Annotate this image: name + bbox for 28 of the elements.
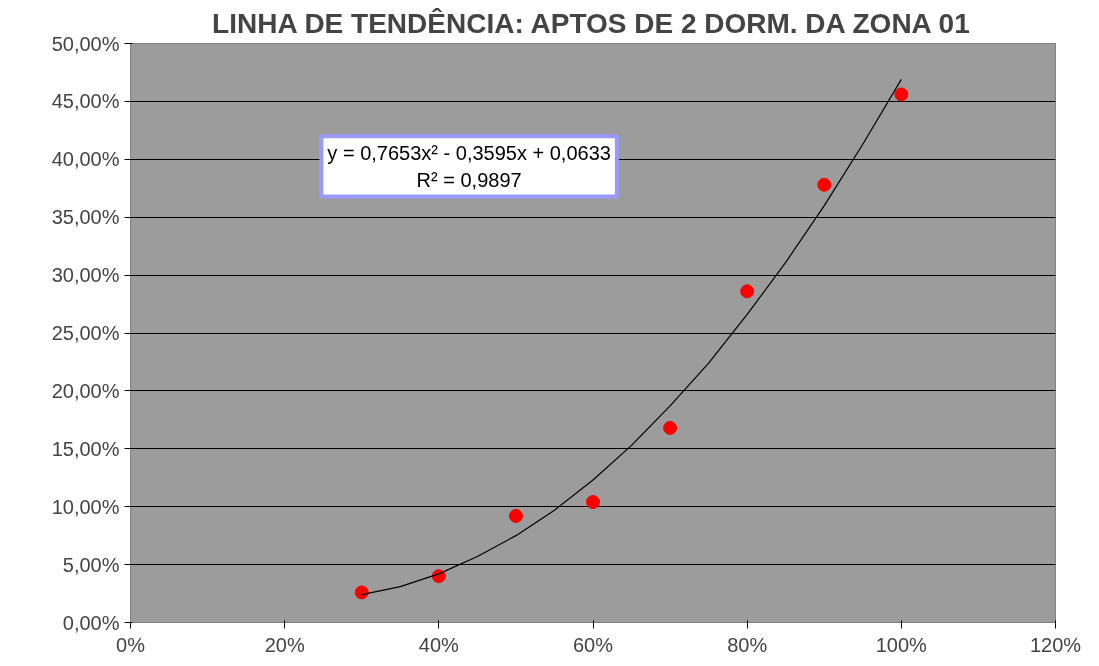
- y-tick-label: 5,00%: [62, 553, 120, 576]
- y-tick-label: 20,00%: [51, 379, 120, 402]
- y-tick-label: 35,00%: [51, 206, 120, 229]
- y-tick-label: 30,00%: [51, 264, 120, 287]
- y-tick-label: 0,00%: [62, 611, 120, 634]
- point: [586, 495, 600, 510]
- y-tick-label: 15,00%: [51, 437, 120, 460]
- x-tick-label: 120%: [1029, 633, 1082, 656]
- y-tick-label: 45,00%: [51, 90, 120, 113]
- x-tick-label: 100%: [875, 633, 928, 656]
- x-tick-label: 40%: [418, 633, 460, 656]
- annotation: R² = 0,9897: [416, 168, 522, 191]
- x-tick-label: 80%: [727, 633, 768, 656]
- point: [894, 87, 909, 102]
- y-tick-label: 25,00%: [51, 322, 120, 344]
- y-tick-label: 40,00%: [51, 148, 120, 171]
- point: [354, 585, 369, 600]
- point: [817, 177, 832, 192]
- point: [508, 508, 523, 523]
- point: [740, 284, 755, 299]
- point: [663, 420, 678, 435]
- annotation: y = 0,7653x² - 0,3595x + 0,0633: [327, 142, 611, 165]
- x-tick-label: 0%: [116, 633, 146, 656]
- chart-title: LINHA DE TENDÊNCIA: APTOS DE 2 DORM. DA ZONA 01: [212, 7, 970, 39]
- y-tick-label: 10,00%: [51, 495, 120, 518]
- y-tick-label: 50,00%: [51, 32, 120, 55]
- x-tick-label: 20%: [264, 633, 305, 656]
- x-tick-label: 60%: [572, 633, 614, 656]
